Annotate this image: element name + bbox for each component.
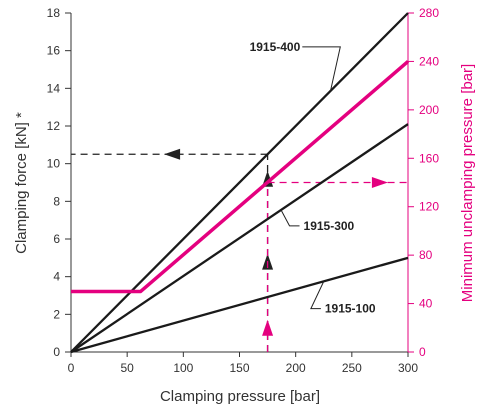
y-tick-label: 4 [53, 270, 60, 284]
x-tick-label: 200 [286, 361, 306, 375]
x-tick-label: 300 [398, 361, 418, 375]
series-line-1915-100 [70, 256, 409, 354]
annotations: 1915-400 1915-300 1915-100 [250, 40, 376, 316]
x-tick-label: 100 [173, 361, 193, 375]
y-tick-label: 18 [47, 6, 61, 20]
y-tick-label: 16 [47, 44, 61, 58]
y-tick-label: 6 [53, 232, 60, 246]
series-label: 1915-400 [250, 40, 301, 54]
annotation-leader [310, 281, 325, 310]
y-axis-title: Clamping force [kN] * [13, 112, 30, 254]
y-right-tick-label: 240 [419, 54, 439, 68]
y-right-tick-label: 120 [419, 200, 439, 214]
x-tick-label: 150 [229, 361, 249, 375]
y-right-tick-label: 40 [419, 297, 433, 311]
series-label: 1915-300 [304, 219, 355, 233]
guide-lines [71, 148, 408, 352]
y-right-tick-label: 0 [419, 345, 426, 359]
x-tick-label: 250 [342, 361, 362, 375]
y-tick-label: 0 [53, 345, 60, 359]
y-right-tick-label: 160 [419, 151, 439, 165]
x-tick-label: 0 [68, 361, 75, 375]
series-label: 1915-100 [325, 302, 376, 316]
guide-arrowhead [164, 148, 181, 160]
ticks: 0 50 100 150 200 250 3000246810121416180408012… [47, 6, 440, 375]
series [70, 12, 410, 354]
annotation-leader [302, 46, 341, 92]
series-line-unclamping [71, 60, 410, 294]
y-tick-label: 10 [47, 157, 61, 171]
y-right-axis-title: Minimum unclamping pressure [bar] [459, 64, 476, 302]
y-tick-label: 2 [53, 307, 60, 321]
series-line-1915-300 [70, 123, 409, 353]
y-tick-label: 14 [47, 81, 61, 95]
y-tick-label: 8 [53, 194, 60, 208]
x-axis-title: Clamping pressure [bar] [160, 388, 320, 405]
guide-arrowhead [371, 177, 388, 188]
guide-arrowhead [262, 319, 274, 336]
y-right-tick-label: 80 [419, 248, 433, 262]
y-tick-label: 12 [47, 119, 61, 133]
annotation-leader [280, 209, 300, 227]
y-right-tick-label: 280 [419, 6, 439, 20]
y-right-tick-label: 200 [419, 103, 439, 117]
series-line-1915-400 [70, 12, 409, 353]
x-tick-label: 50 [120, 361, 134, 375]
